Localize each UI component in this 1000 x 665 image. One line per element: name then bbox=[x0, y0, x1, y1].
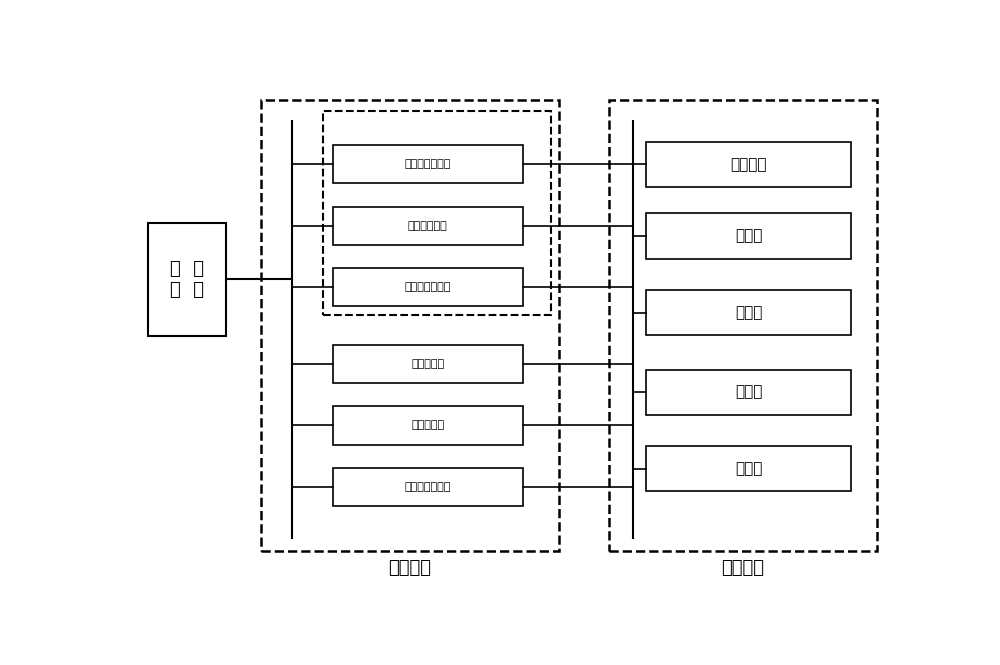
Bar bbox=[333, 145, 523, 184]
Bar bbox=[646, 290, 851, 335]
Bar bbox=[609, 100, 877, 551]
Bar bbox=[646, 142, 851, 187]
Bar bbox=[646, 213, 851, 259]
Bar bbox=[333, 406, 523, 445]
Text: 操作机: 操作机 bbox=[735, 229, 762, 243]
Bar bbox=[333, 268, 523, 307]
Text: 监控主机: 监控主机 bbox=[730, 157, 767, 172]
Bar bbox=[646, 446, 851, 491]
Text: 站长机: 站长机 bbox=[735, 384, 762, 400]
Text: 子服务器: 子服务器 bbox=[388, 559, 431, 577]
Text: 锂电池监控机: 锂电池监控机 bbox=[408, 221, 448, 231]
Bar bbox=[333, 207, 523, 245]
Bar bbox=[148, 223, 226, 336]
Bar bbox=[261, 100, 559, 551]
Text: 培训机: 培训机 bbox=[735, 462, 762, 476]
Bar bbox=[333, 467, 523, 506]
Bar bbox=[333, 344, 523, 383]
Text: 风机监测机: 风机监测机 bbox=[411, 359, 444, 369]
Text: 维持机: 维持机 bbox=[735, 305, 762, 321]
Text: 储能电池监控机: 储能电池监控机 bbox=[404, 160, 451, 170]
Bar bbox=[323, 110, 551, 315]
Text: 电网监测机: 电网监测机 bbox=[411, 420, 444, 430]
Text: 储能装备监控机: 储能装备监控机 bbox=[404, 482, 451, 492]
Bar bbox=[646, 370, 851, 415]
Text: 液流电池监控机: 液流电池监控机 bbox=[404, 282, 451, 292]
Text: 储  能
装  置: 储 能 装 置 bbox=[170, 260, 204, 299]
Text: 主服务器: 主服务器 bbox=[722, 559, 765, 577]
